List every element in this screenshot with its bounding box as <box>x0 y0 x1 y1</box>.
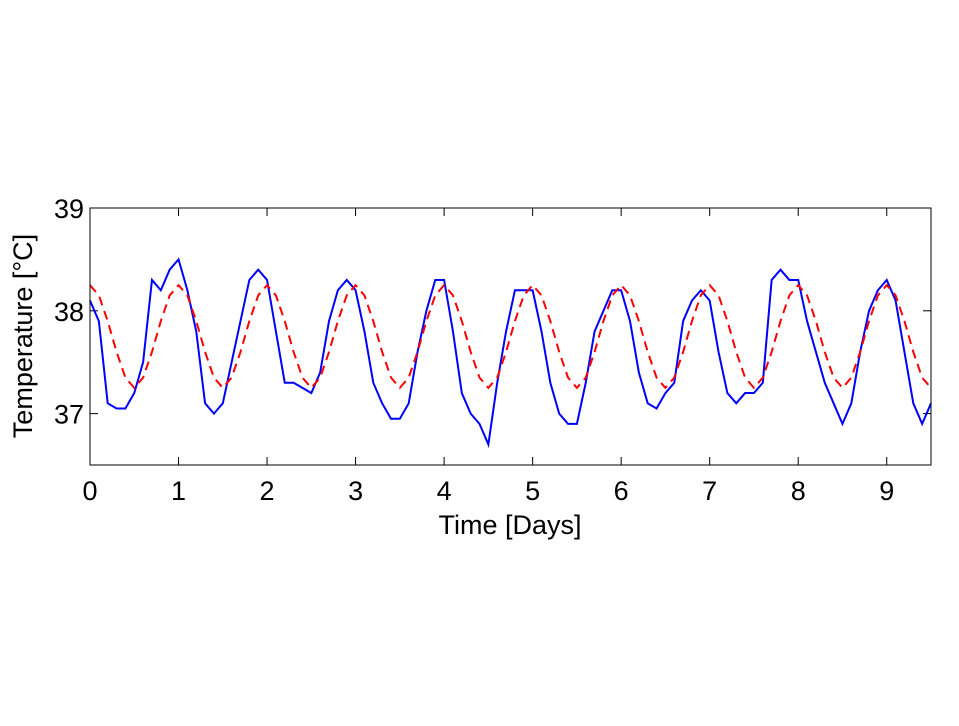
x-tick-label: 5 <box>525 476 540 506</box>
x-axis-label: Time [Days] <box>438 510 581 540</box>
data-line <box>89 257 932 449</box>
y-tick-label: 39 <box>54 194 84 224</box>
plot-frame <box>89 207 932 466</box>
x-tick-label: 7 <box>702 476 717 506</box>
x-tick-label: 0 <box>82 476 97 506</box>
y-tick-label: 38 <box>54 297 84 327</box>
y-tick-label: 37 <box>54 400 84 430</box>
x-tick-label: 8 <box>791 476 806 506</box>
x-tick-label: 3 <box>348 476 363 506</box>
data-line <box>89 283 932 390</box>
x-tick-label: 1 <box>171 476 186 506</box>
x-tick-label: 6 <box>614 476 629 506</box>
plot-area <box>90 208 931 465</box>
y-axis-label: Temperature [°C] <box>8 234 38 438</box>
x-tick-label: 9 <box>879 476 894 506</box>
x-tick-label: 4 <box>437 476 452 506</box>
x-tick-label: 2 <box>260 476 275 506</box>
